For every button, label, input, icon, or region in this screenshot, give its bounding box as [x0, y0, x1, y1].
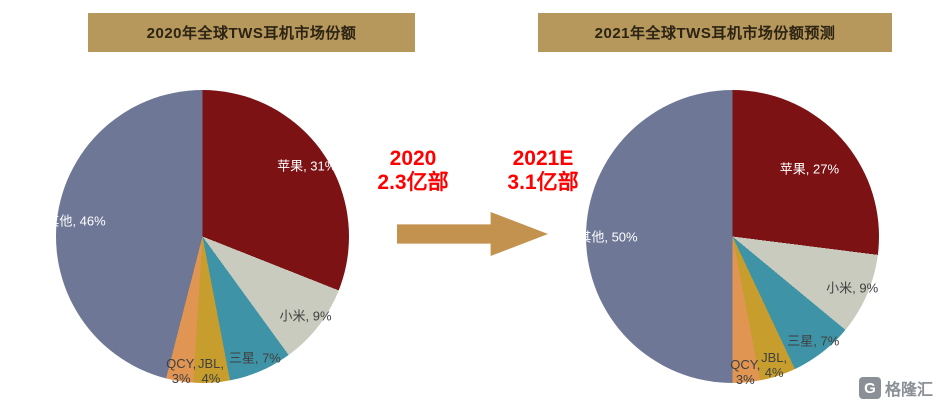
shipments-2020-year: 2020: [389, 147, 437, 170]
pie-chart-2021: 苹果, 27% 小米, 9% 三星, 7% JBL, 4% QCY, 3% 其他, 50%: [578, 90, 879, 387]
pie-slice-label: QCY, 3%: [166, 356, 197, 387]
left-chart-title: 2020年全球TWS耳机市场份额: [88, 13, 415, 52]
pie-slice-label: 三星, 7%: [787, 333, 840, 349]
watermark: G 格隆汇: [858, 376, 933, 400]
watermark-text: 格隆汇: [884, 382, 933, 399]
pie-slice-label: 三星, 7%: [228, 350, 281, 365]
right-chart-title: 2021年全球TWS耳机市场份额预测: [538, 13, 892, 52]
shipments-2021-value: 3.1亿部: [507, 171, 579, 194]
shipments-2020-value: 2.3亿部: [377, 171, 449, 194]
pie-slice-label: 苹果, 27%: [779, 161, 840, 177]
pie-slice-label: JBL, 4%: [761, 349, 788, 380]
pie-chart-2020: 苹果, 31% 小米, 9% 三星, 7% JBL, 4% QCY, 3% 其他, 46%: [46, 90, 349, 387]
pie-slice-label: JBL, 4%: [197, 356, 224, 386]
pie-slice-label: 小米, 9%: [279, 308, 332, 324]
gelonghui-logo-icon: G: [858, 377, 881, 399]
shipments-2020: 2020 2.3亿部: [363, 147, 463, 195]
pie-slice-label: 其他, 50%: [578, 229, 638, 244]
arrow-right-icon: [397, 212, 548, 256]
shipments-2021: 2021E 3.1亿部: [493, 147, 593, 195]
shipments-2021-year: 2021E: [512, 147, 574, 170]
pie-slice-label: 其他, 46%: [46, 213, 106, 229]
pie-slice-label: 小米, 9%: [826, 280, 879, 296]
pie-slice-label: QCY, 3%: [730, 357, 761, 388]
pie-slice-label: 苹果, 31%: [277, 158, 337, 174]
